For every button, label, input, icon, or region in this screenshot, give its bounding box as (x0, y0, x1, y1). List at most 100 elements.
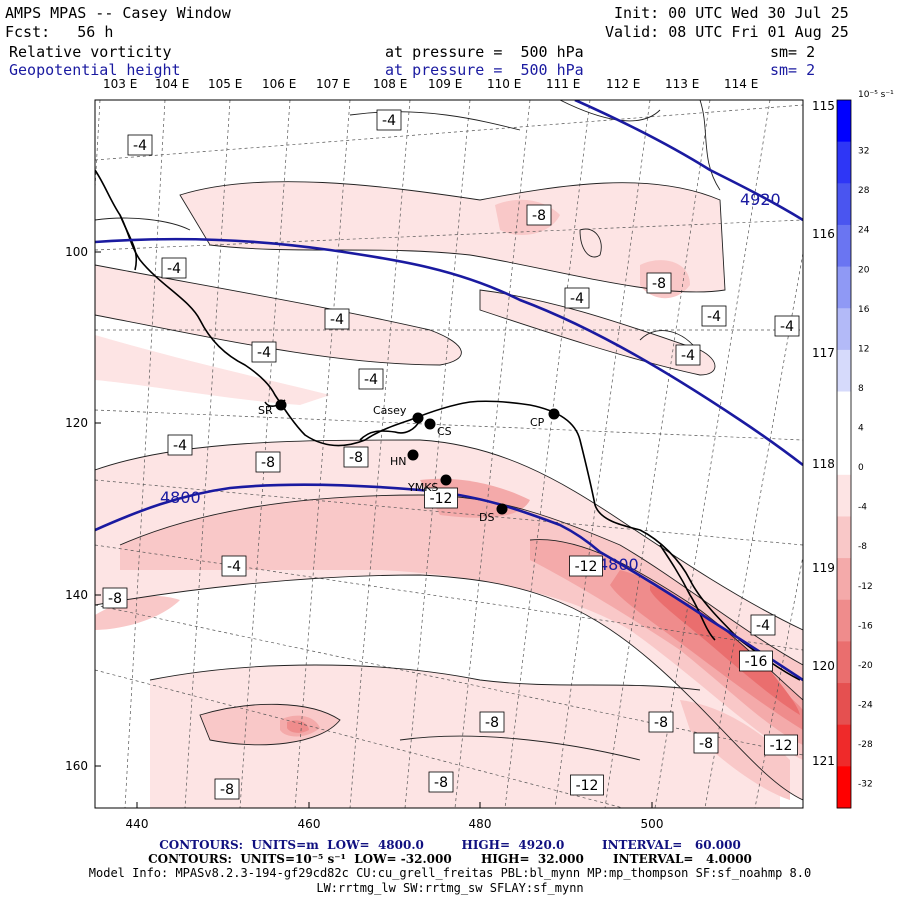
colorbar-label: 12 (858, 344, 869, 354)
vorticity-label: -4 (570, 291, 584, 307)
vorticity-label: -8 (652, 276, 666, 292)
colorbar-label: 16 (858, 305, 870, 315)
vorticity-label: -8 (485, 715, 499, 731)
vorticity-label-box (526, 204, 552, 226)
lon-label-top: 106 E (262, 77, 297, 91)
map-frame (94, 99, 804, 809)
vorticity-label-box (701, 305, 727, 327)
station-label: YMKS (407, 481, 438, 494)
vorticity-label-box (569, 555, 603, 577)
vorticity-label: -4 (330, 312, 344, 328)
y-tick-label: 120 (65, 416, 88, 430)
pressure-level-vorticity: at pressure = 500 hPa (385, 43, 584, 61)
station-dot (496, 503, 508, 515)
colorbar-label: -24 (858, 700, 873, 710)
colorbar-label: 28 (858, 186, 870, 196)
lon-label-top: 113 E (665, 77, 700, 91)
lon-label-top: 110 E (487, 77, 522, 91)
vorticity-label-box (479, 711, 505, 733)
vorticity-label: -12 (576, 778, 599, 794)
plot-title: AMPS MPAS -- Casey Window (5, 4, 231, 22)
colorbar-label: 8 (858, 384, 864, 394)
vorticity-label: -4 (681, 348, 695, 364)
vorticity-label-box (648, 711, 674, 733)
colorbar-swatch (837, 141, 851, 184)
vorticity-label-box (428, 771, 454, 793)
colorbar-swatch (837, 391, 851, 434)
pressure-level-height: at pressure = 500 hPa (385, 61, 584, 79)
colorbar-label: 24 (858, 226, 870, 236)
vorticity-label: -4 (780, 319, 794, 335)
vorticity-label-box (376, 109, 402, 131)
x-tick-label: 460 (298, 817, 321, 831)
vorticity-label: -8 (532, 208, 546, 224)
vorticity-label-box (167, 434, 193, 456)
colorbar-swatch (837, 266, 851, 309)
colorbar-label: -32 (858, 780, 873, 790)
vorticity-label: -4 (364, 372, 378, 388)
y-tick-label: 140 (65, 588, 88, 602)
forecast-hour: Fcst: 56 h (5, 23, 114, 41)
colorbar-swatch (837, 474, 851, 517)
vorticity-label: -8 (654, 715, 668, 731)
vorticity-label: -12 (575, 559, 598, 575)
colorbar-swatch (837, 183, 851, 226)
colorbar-label: -4 (858, 503, 867, 513)
colorbar-frame (836, 99, 852, 809)
lon-label-top: 108 E (373, 77, 408, 91)
field-name-vorticity: Relative vorticity (9, 43, 172, 61)
geopotential-height-contours (95, 100, 803, 682)
colorbar-swatch (837, 224, 851, 268)
vorticity-label-box (424, 487, 458, 509)
station-dot (440, 474, 452, 486)
smoothing-vorticity: sm= 2 (770, 43, 816, 61)
vorticity-label-box (570, 774, 604, 796)
smoothing-height: sm= 2 (770, 61, 816, 79)
colorbar-swatch (837, 683, 851, 726)
vorticity-label: -12 (430, 491, 453, 507)
colorbar-label: 0 (858, 463, 864, 473)
station-label: CS (437, 425, 452, 438)
vorticity-label-box (675, 344, 701, 366)
vorticity-label-box (646, 272, 672, 294)
vorticity-label-box (214, 778, 240, 800)
vorticity-label-box (221, 555, 247, 577)
vorticity-label-box (102, 587, 128, 609)
vorticity-label: -8 (261, 455, 275, 471)
station-dot (548, 408, 560, 420)
vorticity-shading (95, 181, 803, 808)
vorticity-label-box (251, 341, 277, 363)
vorticity-label: -4 (133, 138, 147, 154)
vorticity-label: -8 (349, 450, 363, 466)
colorbar-unit-label: 10⁻⁵ s⁻¹ (858, 90, 894, 100)
colorbar-swatch (837, 349, 851, 393)
valid-time: Valid: 08 UTC Fri 01 Aug 25 (605, 23, 849, 41)
colorbar-label: 20 (858, 265, 870, 275)
colorbar-label: -16 (858, 621, 873, 631)
footer-vorticity-contours: CONTOURS: UNITS=10⁻⁵ s⁻¹ LOW= -32.000 HI… (148, 852, 752, 866)
footer-model-info: Model Info: MPASv8.2.3-194-gf29cd82c CU:… (88, 866, 812, 880)
lon-label-top: 107 E (316, 77, 351, 91)
vorticity-label: -8 (699, 736, 713, 752)
colorbar-swatch (837, 516, 851, 559)
lon-label-top: 109 E (428, 77, 463, 91)
vorticity-label: -4 (756, 618, 770, 634)
vorticity-label: -4 (382, 113, 396, 129)
vorticity-label: -8 (220, 782, 234, 798)
station-dot (275, 399, 287, 411)
height-label-4800-west: 4800 (160, 488, 201, 507)
vorticity-label: -8 (434, 775, 448, 791)
station-label: SR (258, 404, 273, 417)
colorbar-swatch (837, 599, 851, 642)
station-dot (407, 449, 419, 461)
vorticity-label: -4 (167, 261, 181, 277)
vorticity-label-box (343, 446, 369, 468)
x-tick-label: 480 (469, 817, 492, 831)
station-label: HN (390, 455, 407, 468)
lon-label-top: 111 E (546, 77, 581, 91)
height-label-4800-east: 4800 (598, 555, 639, 574)
colorbar-swatch (837, 766, 851, 809)
colorbar: 32 28 24 20 16 12 8 4 0 -4 -8 -12 -16 -20 -24 -28 -32 (836, 99, 873, 809)
